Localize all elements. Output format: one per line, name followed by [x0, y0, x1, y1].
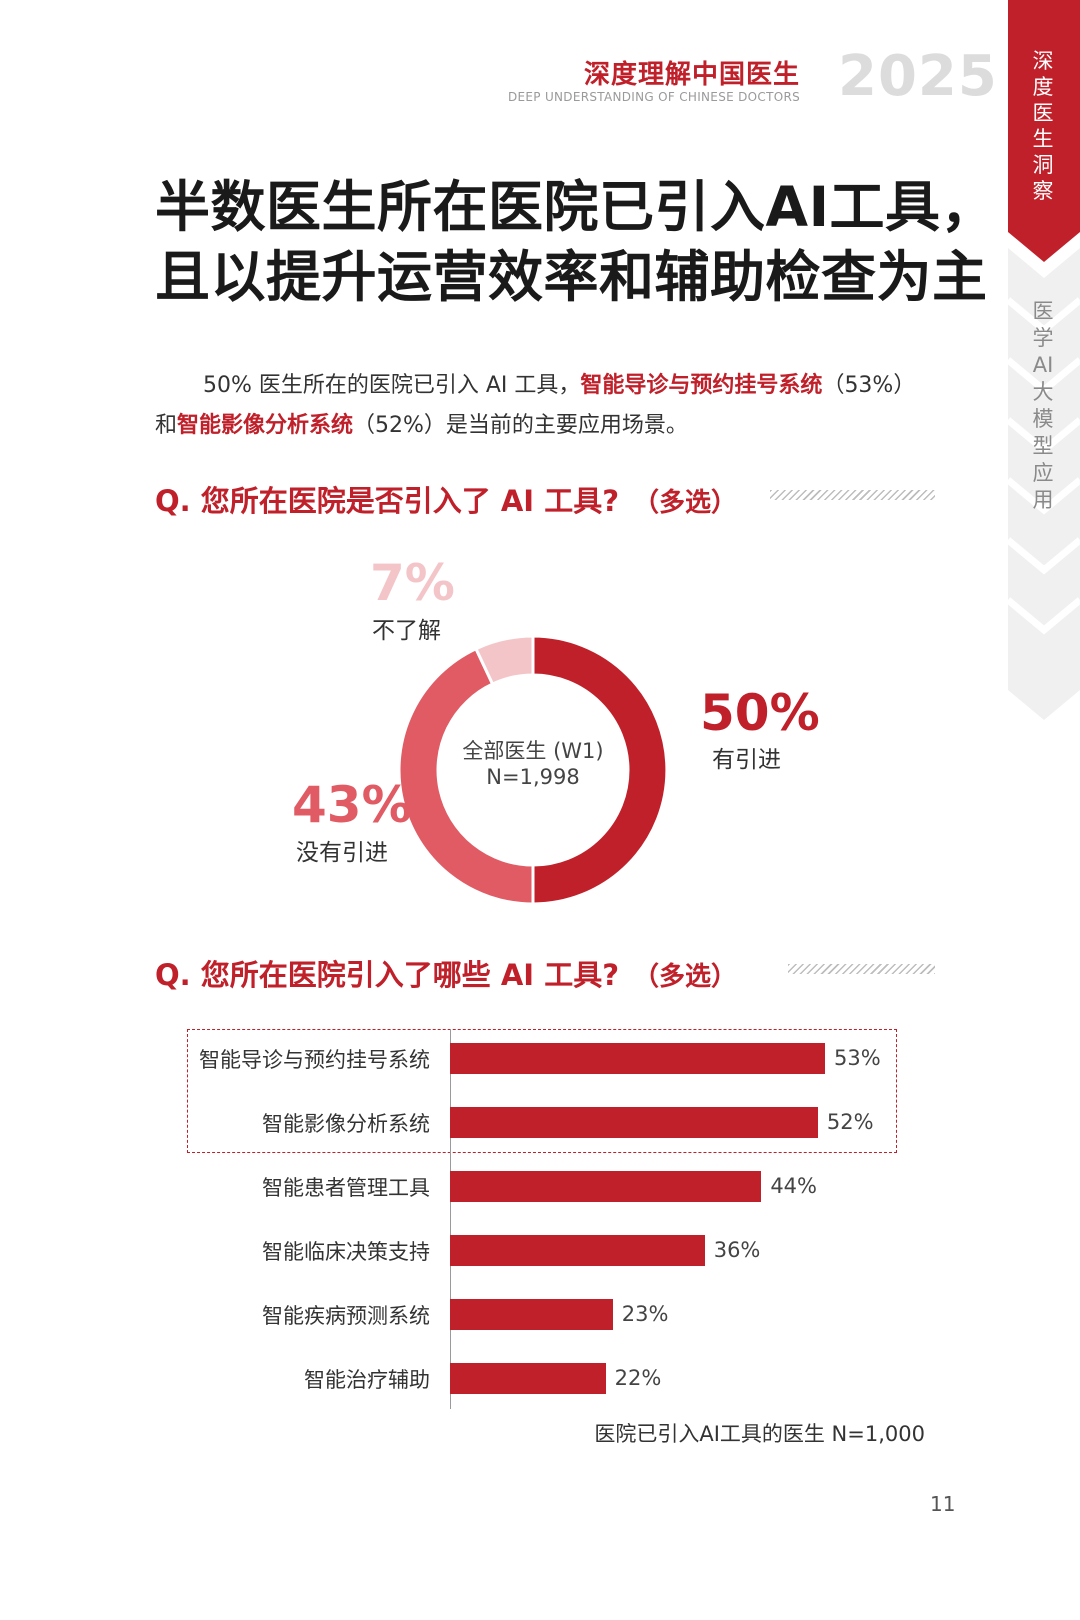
- bar-value-label: 53%: [834, 1046, 881, 1070]
- intro-text: （53%）: [822, 373, 916, 398]
- bar-value-label: 23%: [621, 1302, 669, 1326]
- question-1-text: Q. 您所在医院是否引入了 AI 工具?: [155, 484, 620, 518]
- donut-category-label: 没有引进: [296, 840, 388, 866]
- side-tab-bar: [1008, 0, 1080, 720]
- side-tab-inactive[interactable]: 医学AI大模型应用: [1032, 299, 1054, 512]
- donut-center-n: N=1,998: [486, 765, 580, 789]
- intro-text: 50% 医生所在的医院已引入 AI 工具，: [203, 373, 581, 398]
- bar-category-label: 智能影像分析系统: [262, 1112, 430, 1136]
- intro-text: 和: [155, 413, 178, 438]
- bar-category-label: 智能临床决策支持: [262, 1240, 430, 1264]
- bar: [450, 1363, 606, 1394]
- donut-category-label: 不了解: [372, 618, 441, 644]
- page-title: 半数医生所在医院已引入AI工具， 且以提升运营效率和辅助检查为主: [155, 172, 996, 312]
- bar-category-label: 智能患者管理工具: [262, 1176, 430, 1200]
- intro-paragraph: 50% 医生所在的医院已引入 AI 工具，智能导诊与预约挂号系统（53%） 和智…: [155, 366, 975, 446]
- highlight-box: [187, 1029, 897, 1153]
- donut-value-label: 7%: [370, 554, 455, 612]
- bar-category-label: 智能导诊与预约挂号系统: [199, 1048, 430, 1072]
- hatch-divider: [770, 490, 935, 500]
- bar-value-label: 44%: [770, 1174, 817, 1198]
- donut-category-label: 有引进: [712, 747, 781, 773]
- page-title-line2: 且以提升运营效率和辅助检查为主: [155, 245, 988, 309]
- brand-year: 2025: [838, 44, 998, 109]
- bar-chart-note: 医院已引入AI工具的医生 N=1,000: [594, 1422, 925, 1446]
- side-tab-active[interactable]: 深度医生洞察: [1032, 49, 1054, 203]
- bar: [450, 1107, 818, 1138]
- question-1: Q. 您所在医院是否引入了 AI 工具? （多选）: [155, 478, 737, 520]
- bar-value-label: 52%: [826, 1110, 874, 1134]
- bar-axis: [450, 1029, 451, 1409]
- question-2-text: Q. 您所在医院引入了哪些 AI 工具?: [155, 958, 620, 992]
- page-number: 11: [930, 1492, 956, 1516]
- bar-category-label: 智能疾病预测系统: [262, 1304, 430, 1328]
- donut-slice: [473, 634, 535, 687]
- brand-title-en: DEEP UNDERSTANDING OF CHINESE DOCTORS: [507, 90, 800, 104]
- bar: [450, 1171, 762, 1202]
- question-1-sub: （多选）: [633, 488, 738, 518]
- question-2-sub: （多选）: [633, 962, 738, 992]
- intro-highlight: 智能影像分析系统: [177, 413, 354, 438]
- donut-value-label: 50%: [700, 684, 820, 742]
- bar-value-label: 22%: [614, 1366, 662, 1390]
- donut-center-label: 全部医生 (W1): [462, 739, 604, 763]
- intro-highlight: 智能导诊与预约挂号系统: [580, 373, 823, 398]
- intro-text: （52%）是当前的主要应用场景。: [353, 413, 688, 438]
- page-title-line1: 半数医生所在医院已引入AI工具，: [155, 175, 997, 239]
- bar-value-label: 36%: [713, 1238, 761, 1262]
- bar: [450, 1235, 705, 1266]
- brand-title-cn: 深度理解中国医生: [583, 60, 800, 90]
- donut-value-label: 43%: [292, 776, 412, 834]
- question-2: Q. 您所在医院引入了哪些 AI 工具? （多选）: [155, 952, 737, 994]
- bar: [450, 1043, 825, 1074]
- bar: [450, 1299, 613, 1330]
- bar-category-label: 智能治疗辅助: [304, 1368, 430, 1392]
- hatch-divider: [788, 964, 935, 974]
